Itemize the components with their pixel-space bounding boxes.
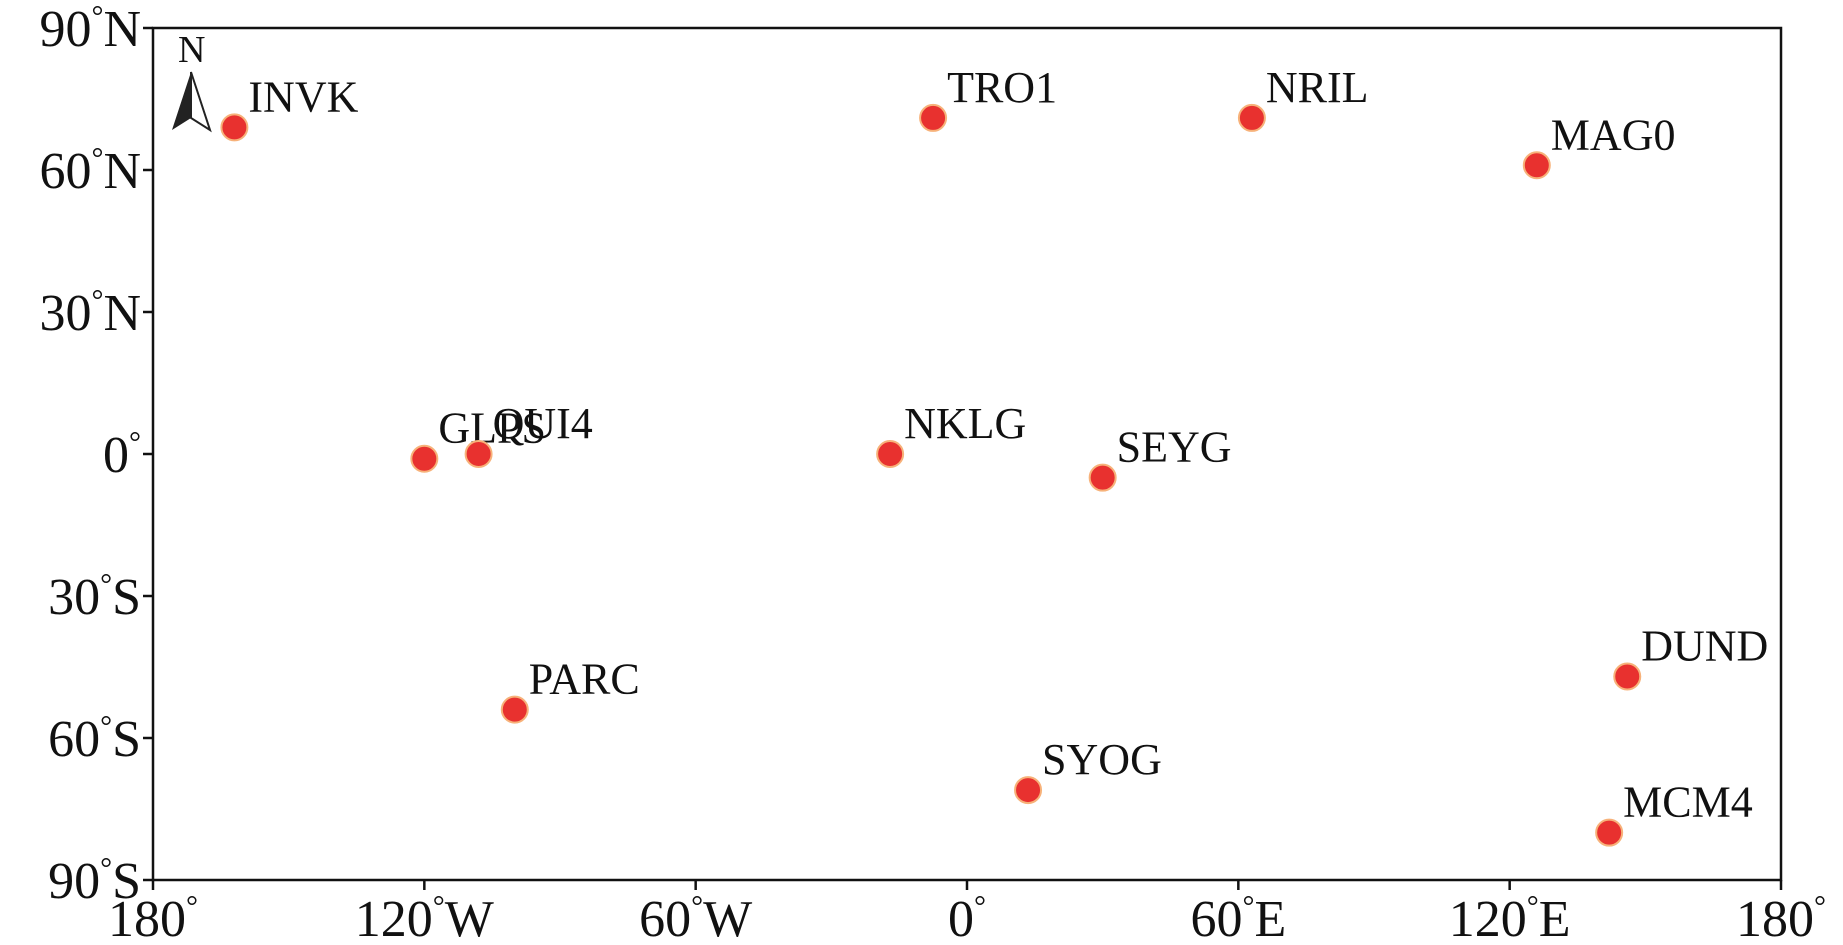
station-label: SEYG: [1117, 423, 1232, 472]
station-marker: [876, 440, 905, 468]
station-marker: [410, 444, 439, 473]
station-seyg: SEYG: [1088, 423, 1232, 492]
station-label: MCM4: [1623, 778, 1753, 827]
y-tick-label: 30°S: [48, 568, 141, 626]
x-tick-label: 120°E: [1449, 890, 1571, 945]
station-mcm4: MCM4: [1595, 778, 1753, 847]
x-tick-label: 120°W: [355, 890, 494, 945]
x-tick-label: 0°: [948, 890, 986, 945]
x-tick-label: 180°: [108, 890, 198, 945]
station-marker: [1088, 463, 1117, 492]
station-label: TRO1: [947, 63, 1057, 112]
station-marker: [1522, 151, 1551, 180]
station-marker: [1237, 103, 1266, 132]
station-marker: [1613, 662, 1642, 691]
station-label: SYOG: [1042, 735, 1162, 784]
station-marker: [500, 695, 529, 724]
axis-ticks-layer: [143, 26, 1783, 890]
map-frame: [151, 26, 1783, 882]
station-label: PARC: [529, 655, 640, 704]
station-marker: [1014, 776, 1043, 805]
y-tick-label: 60°N: [39, 142, 141, 200]
station-syog: SYOG: [1014, 735, 1162, 805]
north-label: N: [178, 29, 205, 71]
station-invk: INVK: [220, 72, 359, 142]
station-label: GLPS: [438, 404, 546, 453]
x-tick-label: 60°W: [639, 890, 752, 945]
station-mag0: MAG0: [1522, 110, 1676, 180]
station-marker: [919, 103, 948, 132]
y-tick-label: 0°: [103, 426, 141, 484]
x-tick-label: 180°: [1736, 890, 1826, 945]
station-marker: [464, 440, 493, 468]
station-label: DUND: [1641, 621, 1768, 670]
y-tick-label: 30°N: [39, 284, 141, 342]
y-tick-label: 90°N: [39, 0, 141, 58]
x-tick-label: 60°E: [1190, 890, 1286, 945]
station-tro1: TRO1: [919, 63, 1057, 132]
station-label: NRIL: [1266, 63, 1369, 112]
station-label: MAG0: [1551, 110, 1676, 159]
station-glps: GLPS: [410, 404, 546, 473]
station-marker: [1595, 818, 1624, 847]
north-arrow-icon: N: [172, 29, 212, 133]
station-label: NKLG: [904, 399, 1026, 448]
station-parc: PARC: [500, 655, 640, 724]
station-label: INVK: [248, 72, 358, 121]
y-tick-label: 60°S: [48, 710, 141, 768]
y-tick-label: 90°S: [48, 852, 141, 910]
station-dund: DUND: [1613, 621, 1768, 691]
station-nklg: NKLG: [876, 399, 1026, 468]
station-label: QUI4: [493, 399, 593, 448]
station-nril: NRIL: [1237, 63, 1369, 132]
station-marker: [220, 113, 249, 142]
station-qui4: QUI4: [464, 399, 593, 468]
